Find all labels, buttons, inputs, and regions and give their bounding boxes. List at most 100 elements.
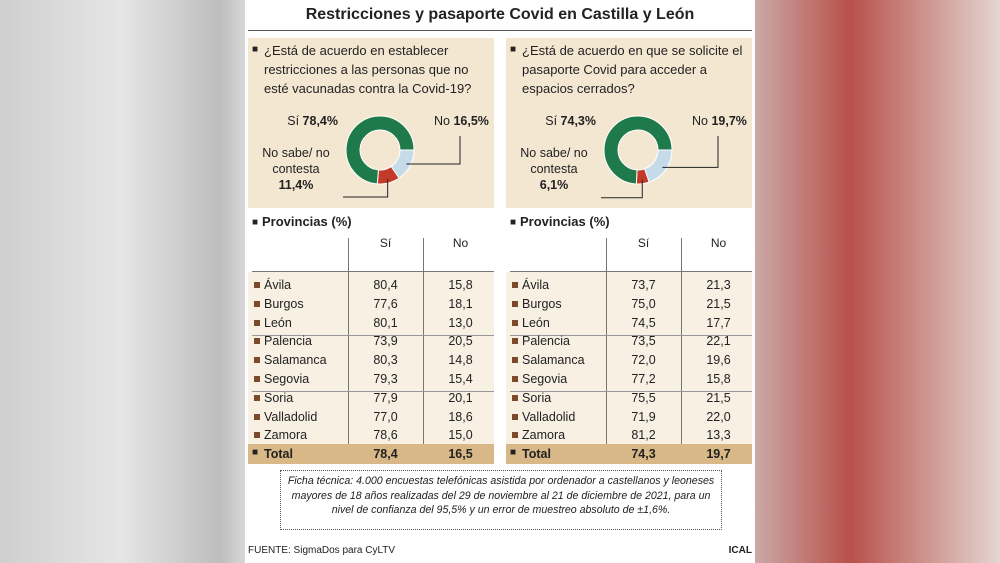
bullet: ■ xyxy=(510,217,517,228)
table-cell: Segovia xyxy=(264,372,310,386)
total-cell: 74,3 xyxy=(631,447,656,461)
table-cell: 78,6 xyxy=(373,428,398,443)
table-cell: Burgos xyxy=(264,296,304,311)
column-line xyxy=(681,238,682,444)
column-header: Sí xyxy=(379,236,392,250)
row-bullet xyxy=(254,413,260,420)
bullet: ■ xyxy=(252,217,259,228)
table-cell: Palencia xyxy=(264,334,312,349)
table-cell: 14,8 xyxy=(448,353,473,368)
label-part: Sí xyxy=(287,114,300,128)
table-cell: Zamora xyxy=(522,428,566,443)
label-part: No xyxy=(692,114,708,128)
row-bullet xyxy=(254,319,260,326)
table-cell: 21,5 xyxy=(706,390,731,405)
table-cell: 20,5 xyxy=(448,334,473,349)
donut-segment xyxy=(643,149,673,183)
label-part: 6,1% xyxy=(539,178,569,192)
row-line xyxy=(252,271,494,272)
table-cell: 21,5 xyxy=(706,296,731,311)
column-header: No xyxy=(452,236,469,250)
leader-line xyxy=(406,136,461,165)
row-line xyxy=(252,391,494,392)
column-line xyxy=(606,238,607,444)
table-cell: 15,0 xyxy=(448,428,473,443)
leader-line xyxy=(662,136,719,168)
table-cell: Ávila xyxy=(522,278,550,292)
table-heading: Provincias (%) xyxy=(520,214,610,229)
leader-line xyxy=(343,179,389,198)
title: Restricciones y pasaporte Covid en Casti… xyxy=(305,6,695,23)
row-line xyxy=(252,335,494,336)
table-cell: 22,1 xyxy=(706,334,731,349)
question: ¿Está de acuerdo en establecer restricci… xyxy=(264,43,472,96)
row-bullet xyxy=(254,300,260,307)
label-part: No sabe/ no contesta xyxy=(262,146,330,176)
table-cell: 73,5 xyxy=(631,334,656,349)
donut-label: No 19,7% xyxy=(692,113,752,129)
table-cell: 15,8 xyxy=(448,278,473,292)
table-cell: 73,7 xyxy=(631,278,656,292)
row-bullet xyxy=(254,376,260,382)
table-cell: 80,1 xyxy=(373,315,398,330)
credit: ICAL xyxy=(728,545,752,556)
table-cell: 71,9 xyxy=(631,409,656,424)
donut-label: Sí 78,4% xyxy=(258,113,338,129)
row-bullet xyxy=(512,338,518,345)
table-cell: 22,0 xyxy=(706,409,731,424)
row-line xyxy=(510,335,752,336)
total-row xyxy=(506,444,752,464)
table-cell: Segovia xyxy=(522,372,568,386)
table-cell: 17,7 xyxy=(706,315,731,330)
total-cell: 78,4 xyxy=(373,447,398,461)
table-cell: Soria xyxy=(522,390,552,405)
table-cell: 81,2 xyxy=(631,428,656,443)
table-cell: Salamanca xyxy=(264,353,327,368)
column-line xyxy=(423,238,424,444)
bullet: ■ xyxy=(252,447,259,458)
row-bullet xyxy=(254,394,260,401)
table-cell: 77,6 xyxy=(373,296,398,311)
table-cell: 21,3 xyxy=(706,278,731,292)
label-part: 11,4% xyxy=(278,178,314,192)
table-cell: 73,9 xyxy=(373,334,398,349)
table-cell: 18,1 xyxy=(448,296,473,311)
table-cell: 80,3 xyxy=(373,353,398,368)
row-bullet xyxy=(512,432,518,439)
table-cell: 77,0 xyxy=(373,409,398,424)
table-heading: Provincias (%) xyxy=(262,214,352,229)
row-bullet xyxy=(254,282,260,288)
label-part: Provincias (%) xyxy=(520,214,610,229)
table-cell: 79,3 xyxy=(373,372,398,386)
table-cell: Ávila xyxy=(264,278,292,292)
table-cell: Zamora xyxy=(264,428,308,443)
donut-chart xyxy=(343,115,461,198)
label-part: 74,3% xyxy=(560,114,596,128)
table-cell: 80,4 xyxy=(373,278,398,292)
row-bullet xyxy=(512,357,518,364)
donut-label: Sí 74,3% xyxy=(516,113,596,129)
label-part: 78,4% xyxy=(302,114,338,128)
table-cell: Salamanca xyxy=(522,353,585,368)
table-cell: Palencia xyxy=(522,334,570,349)
label-part: Provincias (%) xyxy=(262,214,352,229)
table-cell: 72,0 xyxy=(631,353,656,368)
label-part: Sí xyxy=(545,114,558,128)
table-cell: 77,2 xyxy=(631,372,656,386)
row-bullet xyxy=(254,357,260,364)
table-cell: León xyxy=(522,315,550,330)
donut-segment xyxy=(603,115,673,185)
donut-label: No 16,5% xyxy=(434,113,494,129)
donut-label: No sabe/ no contesta 11,4% xyxy=(260,145,332,193)
label-part: No sabe/ no contesta xyxy=(520,146,588,176)
table-cell: 13,0 xyxy=(448,315,473,330)
column-header: No xyxy=(710,236,727,250)
row-bullet xyxy=(512,282,518,288)
row-line xyxy=(510,391,752,392)
bullet: ■ xyxy=(510,44,517,55)
rows-bg xyxy=(248,272,494,444)
donut-label: No sabe/ no contesta 6,1% xyxy=(518,145,590,193)
table-cell: León xyxy=(264,315,292,330)
bullet: ■ xyxy=(510,447,517,458)
